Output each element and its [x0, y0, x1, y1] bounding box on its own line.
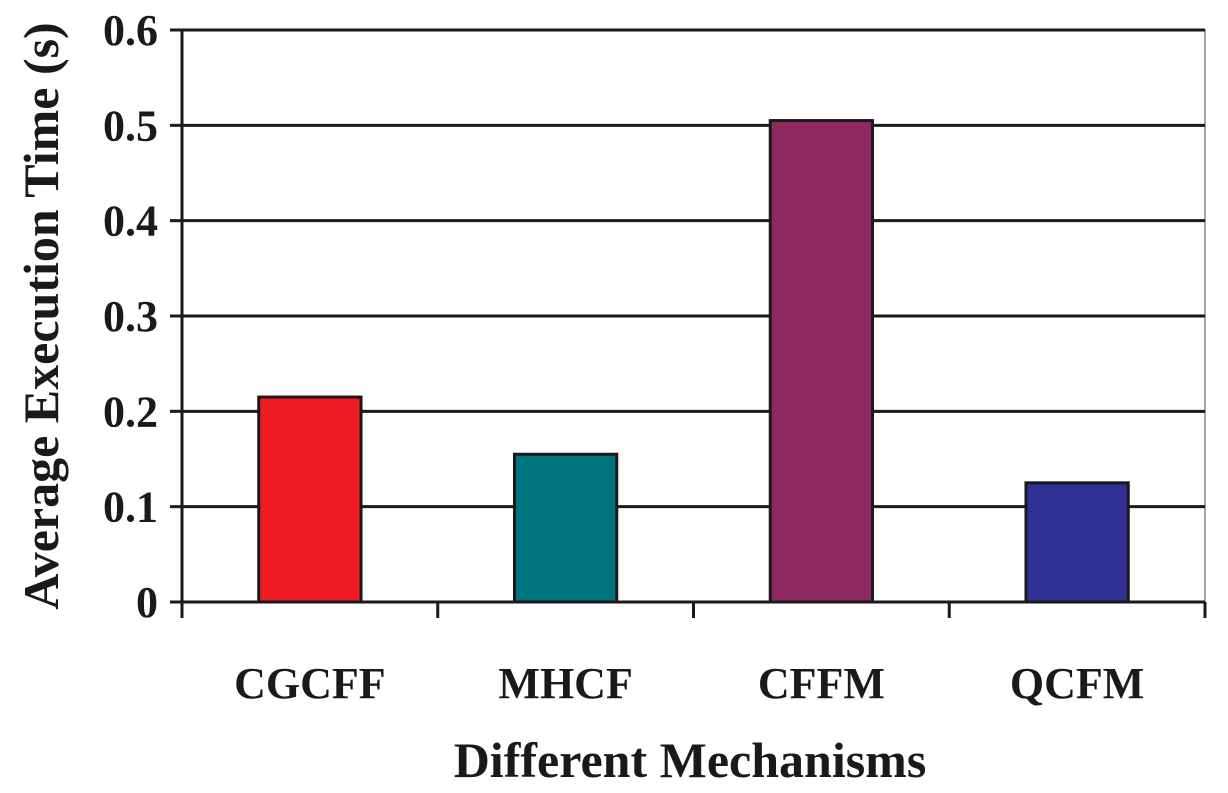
y-tick-labels: 0 0.1 0.2 0.3 0.4 0.5 0.6: [103, 6, 158, 627]
x-category-label: CGCFF: [234, 659, 386, 708]
x-category-labels: CGCFF MHCF CFFM QCFM: [234, 659, 1144, 708]
bars: [257, 119, 1130, 604]
y-tick-label: 0.3: [103, 292, 158, 341]
y-tick-label: 0.5: [103, 101, 158, 150]
bar-cffm: [768, 119, 875, 604]
y-axis-title: Average Execution Time (s): [13, 22, 69, 609]
x-category-label: QCFM: [1010, 659, 1144, 708]
bar-mhcf: [512, 452, 619, 604]
y-tick-label: 0.2: [103, 387, 158, 436]
y-tick-label: 0.4: [103, 197, 158, 246]
bar-cgcff: [257, 395, 363, 604]
y-tick-label: 0.6: [103, 6, 158, 55]
x-category-label: MHCF: [498, 659, 632, 708]
x-category-label: CFFM: [758, 659, 885, 708]
x-axis-title: Different Mechanisms: [454, 732, 927, 788]
axes: [170, 28, 1207, 618]
y-tick-label: 0.1: [103, 483, 158, 532]
y-tick-label: 0: [136, 578, 158, 627]
bar-qcfm: [1024, 481, 1130, 604]
